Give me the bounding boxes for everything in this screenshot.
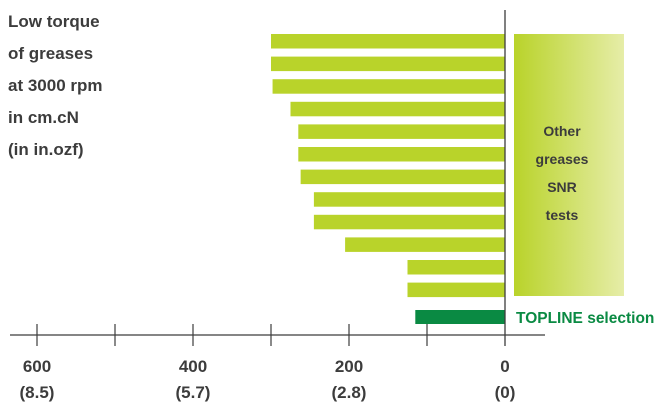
grease-bar-5 xyxy=(298,124,505,139)
x-tick-label-400: 400 xyxy=(179,357,207,376)
grease-bar-6 xyxy=(298,147,505,162)
grease-bar-1 xyxy=(271,34,505,49)
x-ticks-layer: 600 (8.5) 400 (5.7) 200 (2.8) 0 (0) xyxy=(20,324,516,402)
topline-bar xyxy=(415,310,505,324)
panel-line-2: greases xyxy=(536,151,589,167)
chart-title: Low torque of greases at 3000 rpm in cm.… xyxy=(8,12,103,159)
grease-bar-3 xyxy=(272,79,505,94)
title-line-3: at 3000 rpm xyxy=(8,76,103,95)
grease-bar-7 xyxy=(300,169,505,185)
x-tick-label-200: 200 xyxy=(335,357,363,376)
x-tick-sublabel-600: (8.5) xyxy=(20,383,55,402)
title-line-2: of greases xyxy=(8,44,93,63)
grease-bar-9 xyxy=(313,214,505,230)
x-tick-sublabel-400: (5.7) xyxy=(176,383,211,402)
title-line-5: (in in.ozf) xyxy=(8,140,84,159)
grease-bar-2 xyxy=(271,56,505,72)
topline-selection-label: TOPLINE selection xyxy=(516,310,654,327)
title-line-1: Low torque xyxy=(8,12,100,31)
other-greases-panel: Other greases SNR tests xyxy=(514,34,624,296)
x-tick-label-600: 600 xyxy=(23,357,51,376)
x-tick-sublabel-0: (0) xyxy=(495,383,516,402)
x-tick-sublabel-200: (2.8) xyxy=(332,383,367,402)
grease-bar-10 xyxy=(345,237,505,252)
other-greases-band xyxy=(514,34,624,296)
title-line-4: in cm.cN xyxy=(8,108,79,127)
grease-bar-8 xyxy=(313,192,505,207)
x-tick-label-0: 0 xyxy=(500,357,509,376)
bars-layer xyxy=(271,34,505,324)
panel-line-4: tests xyxy=(546,207,579,223)
panel-line-3: SNR xyxy=(547,179,577,195)
grease-bar-11 xyxy=(407,260,505,275)
grease-bar-4 xyxy=(290,101,505,117)
grease-bar-12 xyxy=(407,282,505,298)
axes-layer xyxy=(10,10,545,346)
panel-line-1: Other xyxy=(543,123,581,139)
